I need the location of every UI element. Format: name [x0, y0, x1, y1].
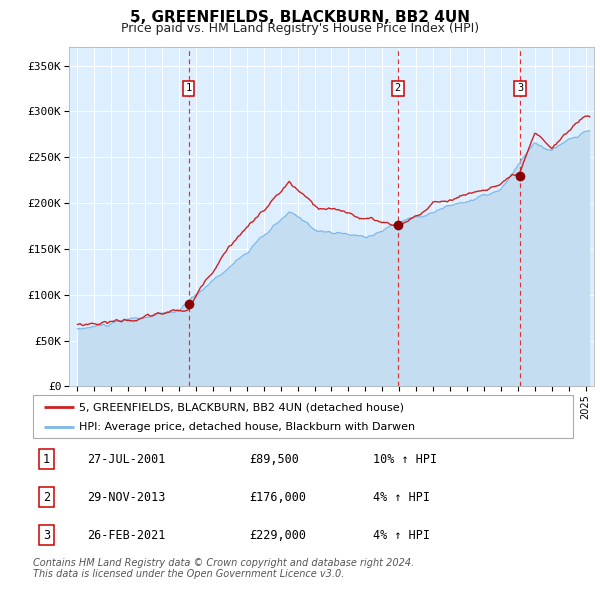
- Text: 10% ↑ HPI: 10% ↑ HPI: [373, 453, 437, 466]
- Text: 1: 1: [43, 453, 50, 466]
- Text: 2: 2: [395, 83, 401, 93]
- Text: 4% ↑ HPI: 4% ↑ HPI: [373, 529, 430, 542]
- Text: 3: 3: [43, 529, 50, 542]
- Text: 5, GREENFIELDS, BLACKBURN, BB2 4UN (detached house): 5, GREENFIELDS, BLACKBURN, BB2 4UN (deta…: [79, 402, 404, 412]
- Text: 2: 2: [43, 490, 50, 504]
- Text: Contains HM Land Registry data © Crown copyright and database right 2024.
This d: Contains HM Land Registry data © Crown c…: [33, 558, 414, 579]
- Text: £89,500: £89,500: [249, 453, 299, 466]
- Text: HPI: Average price, detached house, Blackburn with Darwen: HPI: Average price, detached house, Blac…: [79, 422, 415, 432]
- Text: 1: 1: [185, 83, 192, 93]
- Text: 29-NOV-2013: 29-NOV-2013: [87, 490, 166, 504]
- Text: 27-JUL-2001: 27-JUL-2001: [87, 453, 166, 466]
- Text: Price paid vs. HM Land Registry's House Price Index (HPI): Price paid vs. HM Land Registry's House …: [121, 22, 479, 35]
- Text: 5, GREENFIELDS, BLACKBURN, BB2 4UN: 5, GREENFIELDS, BLACKBURN, BB2 4UN: [130, 10, 470, 25]
- Text: £229,000: £229,000: [249, 529, 306, 542]
- Text: 26-FEB-2021: 26-FEB-2021: [87, 529, 166, 542]
- Text: £176,000: £176,000: [249, 490, 306, 504]
- Text: 3: 3: [517, 83, 523, 93]
- FancyBboxPatch shape: [33, 395, 573, 438]
- Text: 4% ↑ HPI: 4% ↑ HPI: [373, 490, 430, 504]
